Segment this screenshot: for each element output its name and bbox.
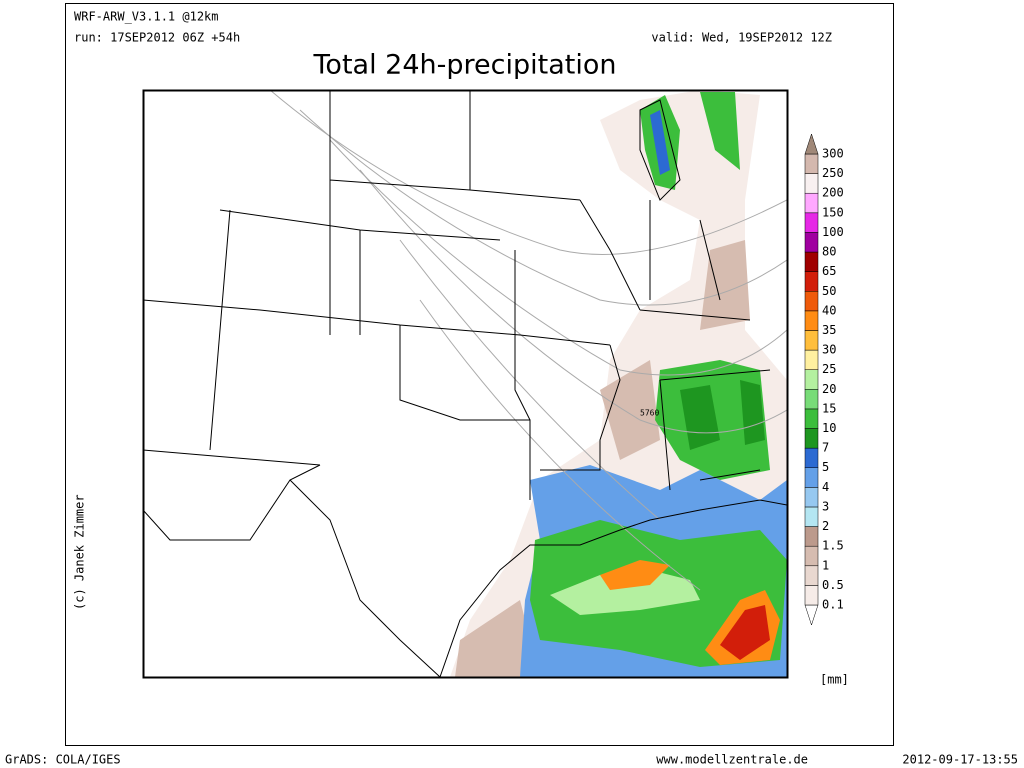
colorbar-label: 100 [822, 225, 844, 239]
colorbar-label: 40 [822, 303, 836, 317]
colorbar-label: 0.5 [822, 578, 844, 592]
colorbar-label: 1 [822, 558, 829, 572]
colorbar: 0.1 0.5 1 1.5 2 3 4 5 7 10 15 20 25 30 35 40 50 65 80 100 15… [804, 133, 844, 626]
colorbar-box [804, 428, 819, 449]
colorbar-label: 10 [822, 421, 836, 435]
colorbar-label: 5 [822, 460, 829, 474]
colorbar-box [804, 447, 819, 468]
colorbar-label: 3 [822, 499, 829, 513]
precip-area [720, 605, 770, 660]
colorbar-box [804, 349, 819, 370]
colorbar-box [804, 173, 819, 194]
colorbar-label: 0.1 [822, 598, 844, 612]
colorbar-box [804, 408, 819, 429]
colorbar-label: 15 [822, 401, 836, 415]
colorbar-triangle [804, 133, 819, 155]
colorbar-box [804, 467, 819, 488]
colorbar-label: 65 [822, 264, 836, 278]
run-label: run: 17SEP2012 06Z +54h [74, 31, 240, 45]
colorbar-box [804, 526, 819, 547]
contour-label: 5760 [640, 409, 659, 418]
colorbar-box [804, 232, 819, 253]
precip-area [600, 560, 670, 590]
colorbar-label: 4 [822, 480, 829, 494]
colorbar-label: 25 [822, 362, 836, 376]
footer-left: GrADS: COLA/IGES [5, 753, 121, 767]
precip-area [455, 240, 750, 677]
colorbar-box [804, 389, 819, 410]
colorbar-box [804, 369, 819, 390]
precip-area [650, 110, 670, 175]
model-label: WRF-ARW_V3.1.1 @12km [74, 10, 219, 24]
colorbar-label: 20 [822, 382, 836, 396]
colorbar-box [804, 310, 819, 331]
colorbar-label: 150 [822, 205, 844, 219]
colorbar-label: 35 [822, 323, 836, 337]
valid-label: valid: Wed, 19SEP2012 12Z [651, 31, 832, 45]
colorbar-box [804, 585, 819, 606]
colorbar-box [804, 487, 819, 508]
colorbar-box [804, 291, 819, 312]
colorbar-label: 50 [822, 284, 836, 298]
colorbar-box [804, 153, 819, 174]
colorbar-label: 2 [822, 519, 829, 533]
colorbar-box [804, 251, 819, 272]
colorbar-label: 200 [822, 186, 844, 200]
colorbar-box [804, 506, 819, 527]
colorbar-box [804, 330, 819, 351]
colorbar-label: 250 [822, 166, 844, 180]
colorbar-label: 80 [822, 245, 836, 259]
colorbar-label: 300 [822, 147, 844, 161]
colorbar-box [804, 565, 819, 586]
colorbar-box [804, 271, 819, 292]
colorbar-box [804, 212, 819, 233]
precip-area [550, 570, 700, 615]
footer-right: 2012-09-17-13:55 [902, 753, 1018, 767]
footer-center: www.modellzentrale.de [656, 753, 808, 767]
colorbar-label: 30 [822, 343, 836, 357]
colorbar-label: 1.5 [822, 539, 844, 553]
unit-label: [mm] [820, 673, 849, 687]
colorbar-box [804, 545, 819, 567]
copyright: (c) Janek Zimmer [73, 494, 87, 610]
colorbar-box [804, 192, 819, 214]
map: 5760 [142, 89, 789, 679]
colorbar-label: 7 [822, 441, 829, 455]
title: Total 24h-precipitation [313, 50, 617, 81]
